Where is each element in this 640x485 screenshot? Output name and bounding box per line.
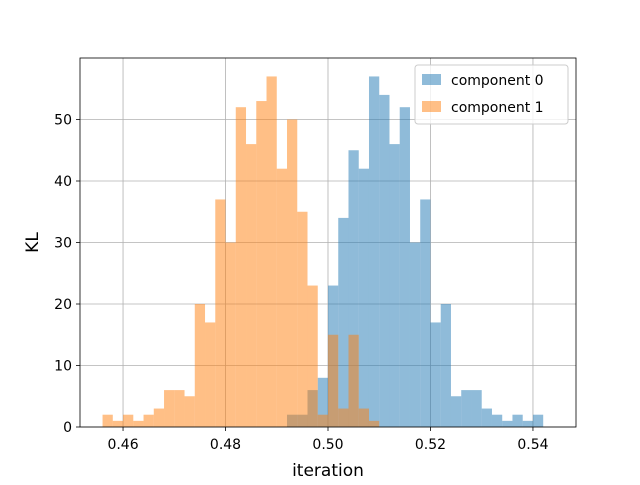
bar-component-0-bin-10 (389, 144, 400, 427)
x-tick-label-3: 0.52 (415, 437, 446, 453)
legend-box (414, 64, 569, 125)
bar-component-0-bin-24 (532, 414, 544, 427)
bar-component-1-bin-23 (338, 408, 349, 427)
y-tick-label-4: 40 (54, 174, 72, 190)
legend-swatch-component-0 (422, 74, 441, 85)
bar-component-1-bin-18 (287, 119, 298, 427)
bar-component-1-bin-2 (123, 414, 134, 427)
bar-component-1-bin-26 (368, 420, 380, 427)
bar-component-0-bin-11 (399, 107, 410, 427)
y-tick-label-3: 30 (54, 236, 72, 252)
bar-component-1-bin-21 (317, 414, 328, 427)
bar-component-0-bin-18 (471, 390, 482, 427)
bar-component-0-bin-21 (502, 420, 513, 427)
bar-component-1-bin-9 (194, 304, 206, 427)
bar-component-0-bin-16 (450, 396, 462, 427)
axis-ticks: 0.46 0.48 0.50 0.52 0.54 0 10 20 30 40 50 (54, 113, 548, 454)
bar-component-1-bin-14 (246, 144, 257, 427)
bar-component-0-bin-6 (348, 150, 359, 427)
bar-component-0-bin-9 (379, 94, 390, 428)
bar-component-1-bin-6 (164, 390, 175, 427)
y-tick-label-1: 10 (54, 359, 72, 375)
x-tick-label-1: 0.48 (210, 437, 241, 453)
bar-component-0-bin-19 (481, 408, 492, 427)
legend-label-component-0: component 0 (451, 73, 544, 89)
bar-component-1-bin-13 (235, 107, 247, 427)
bar-component-1-bin-12 (225, 242, 236, 427)
bar-component-1-bin-4 (143, 414, 154, 427)
bar-component-1-bin-16 (266, 76, 277, 427)
bar-component-0-bin-7 (358, 168, 369, 427)
bar-component-1-bin-11 (215, 199, 226, 427)
bar-component-0-bin-13 (420, 199, 431, 427)
legend-label-component-1: component 1 (451, 100, 544, 116)
x-tick-label-4: 0.54 (517, 437, 548, 453)
y-axis-label: KL (23, 232, 43, 253)
bar-component-0-bin-22 (512, 414, 523, 427)
bar-component-1-bin-1 (112, 420, 124, 427)
bar-component-1-bin-8 (184, 396, 195, 427)
bar-component-1-bin-17 (276, 168, 288, 427)
bar-component-0-bin-17 (461, 390, 472, 427)
bar-component-0-bin-12 (409, 242, 421, 427)
y-tick-label-5: 50 (54, 113, 72, 129)
bar-component-0-bin-3 (317, 377, 328, 427)
bar-component-1-bin-15 (256, 101, 267, 428)
bar-component-1-bin-7 (174, 390, 185, 427)
histogram-bars (102, 76, 544, 428)
bar-component-0-bin-8 (368, 76, 380, 427)
y-tick-label-0: 0 (63, 420, 72, 436)
bar-component-1-bin-24 (348, 334, 359, 427)
bar-component-1-bin-5 (153, 408, 165, 427)
bar-component-0-bin-5 (338, 217, 349, 427)
bar-component-1-bin-25 (358, 408, 369, 427)
y-tick-label-2: 20 (54, 297, 72, 313)
x-axis-label: iteration (292, 461, 364, 480)
x-tick-label-2: 0.50 (312, 437, 343, 453)
legend-swatch-component-1 (422, 101, 441, 112)
bar-component-1-bin-19 (297, 211, 308, 427)
bar-component-0-bin-14 (430, 322, 441, 427)
legend: component 0 component 1 (414, 64, 569, 125)
bar-component-1-bin-22 (328, 334, 339, 427)
bar-component-1-bin-20 (307, 285, 318, 427)
bar-component-1-bin-0 (102, 414, 113, 427)
x-tick-label-0: 0.46 (107, 437, 138, 453)
bar-component-1-bin-10 (205, 322, 216, 427)
bar-component-0-bin-15 (440, 304, 451, 427)
bar-component-0-bin-23 (522, 420, 533, 427)
bar-component-1-bin-3 (133, 420, 144, 427)
bar-component-0-bin-20 (491, 414, 503, 427)
